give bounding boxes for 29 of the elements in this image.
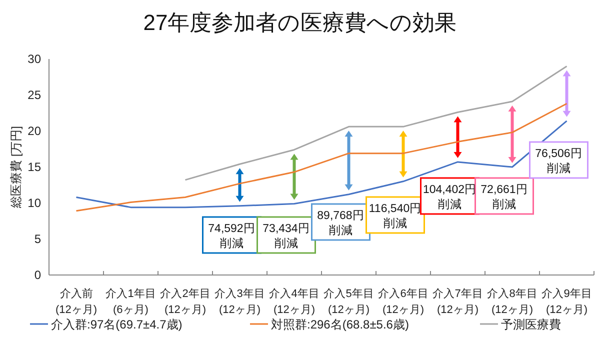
x-tick-label: 介入7年目 (12ヶ月) [432, 287, 483, 316]
x-tick-label: 介入8年目 (12ヶ月) [487, 287, 538, 316]
annotation: 74,592円削減 [208, 222, 256, 250]
x-tick-label: 介入9年目 (12ヶ月) [542, 287, 592, 316]
x-tick-label: 介入4年目 (12ヶ月) [269, 287, 320, 316]
y-tick-label: 25 [28, 88, 42, 102]
annotation: 72,661円削減 [480, 183, 528, 211]
legend-label: 対照群:296名(68.8±5.6歳) [271, 318, 409, 332]
y-tick-label: 15 [28, 160, 42, 174]
annotation: 116,540円削減 [368, 202, 422, 230]
y-tick-label: 20 [28, 124, 42, 138]
x-tick-label: 介入5年目 (12ヶ月) [324, 287, 374, 316]
x-tick-label: 介入6年目 (12ヶ月) [378, 287, 428, 316]
y-tick-label: 5 [34, 232, 42, 246]
x-tick-label: 介入1年目 (6ヶ月) [106, 287, 156, 316]
y-tick-label: 10 [28, 196, 42, 210]
legend-label: 予測医療費 [501, 318, 561, 332]
annotation: 89,768円削減 [317, 209, 364, 237]
x-tick-label: 介入2年目 (12ヶ月) [160, 287, 210, 316]
annotation: 76,506円削減 [535, 147, 582, 175]
y-tick-label: 30 [28, 52, 42, 66]
x-tick-label: 介入前 (12ヶ月) [55, 287, 98, 316]
annotation: 73,434円削減 [262, 222, 310, 250]
legend-label: 介入群:97名(69.7±4.7歳) [51, 318, 182, 332]
annotation: 104,402円削減 [422, 183, 477, 211]
y-axis-title: 総医療費 [万円] [9, 126, 23, 210]
y-tick-label: 0 [34, 268, 42, 282]
x-tick-label: 介入3年目 (12ヶ月) [214, 287, 265, 316]
chart-title: 27年度参加者の医療費への効果 [143, 10, 457, 35]
